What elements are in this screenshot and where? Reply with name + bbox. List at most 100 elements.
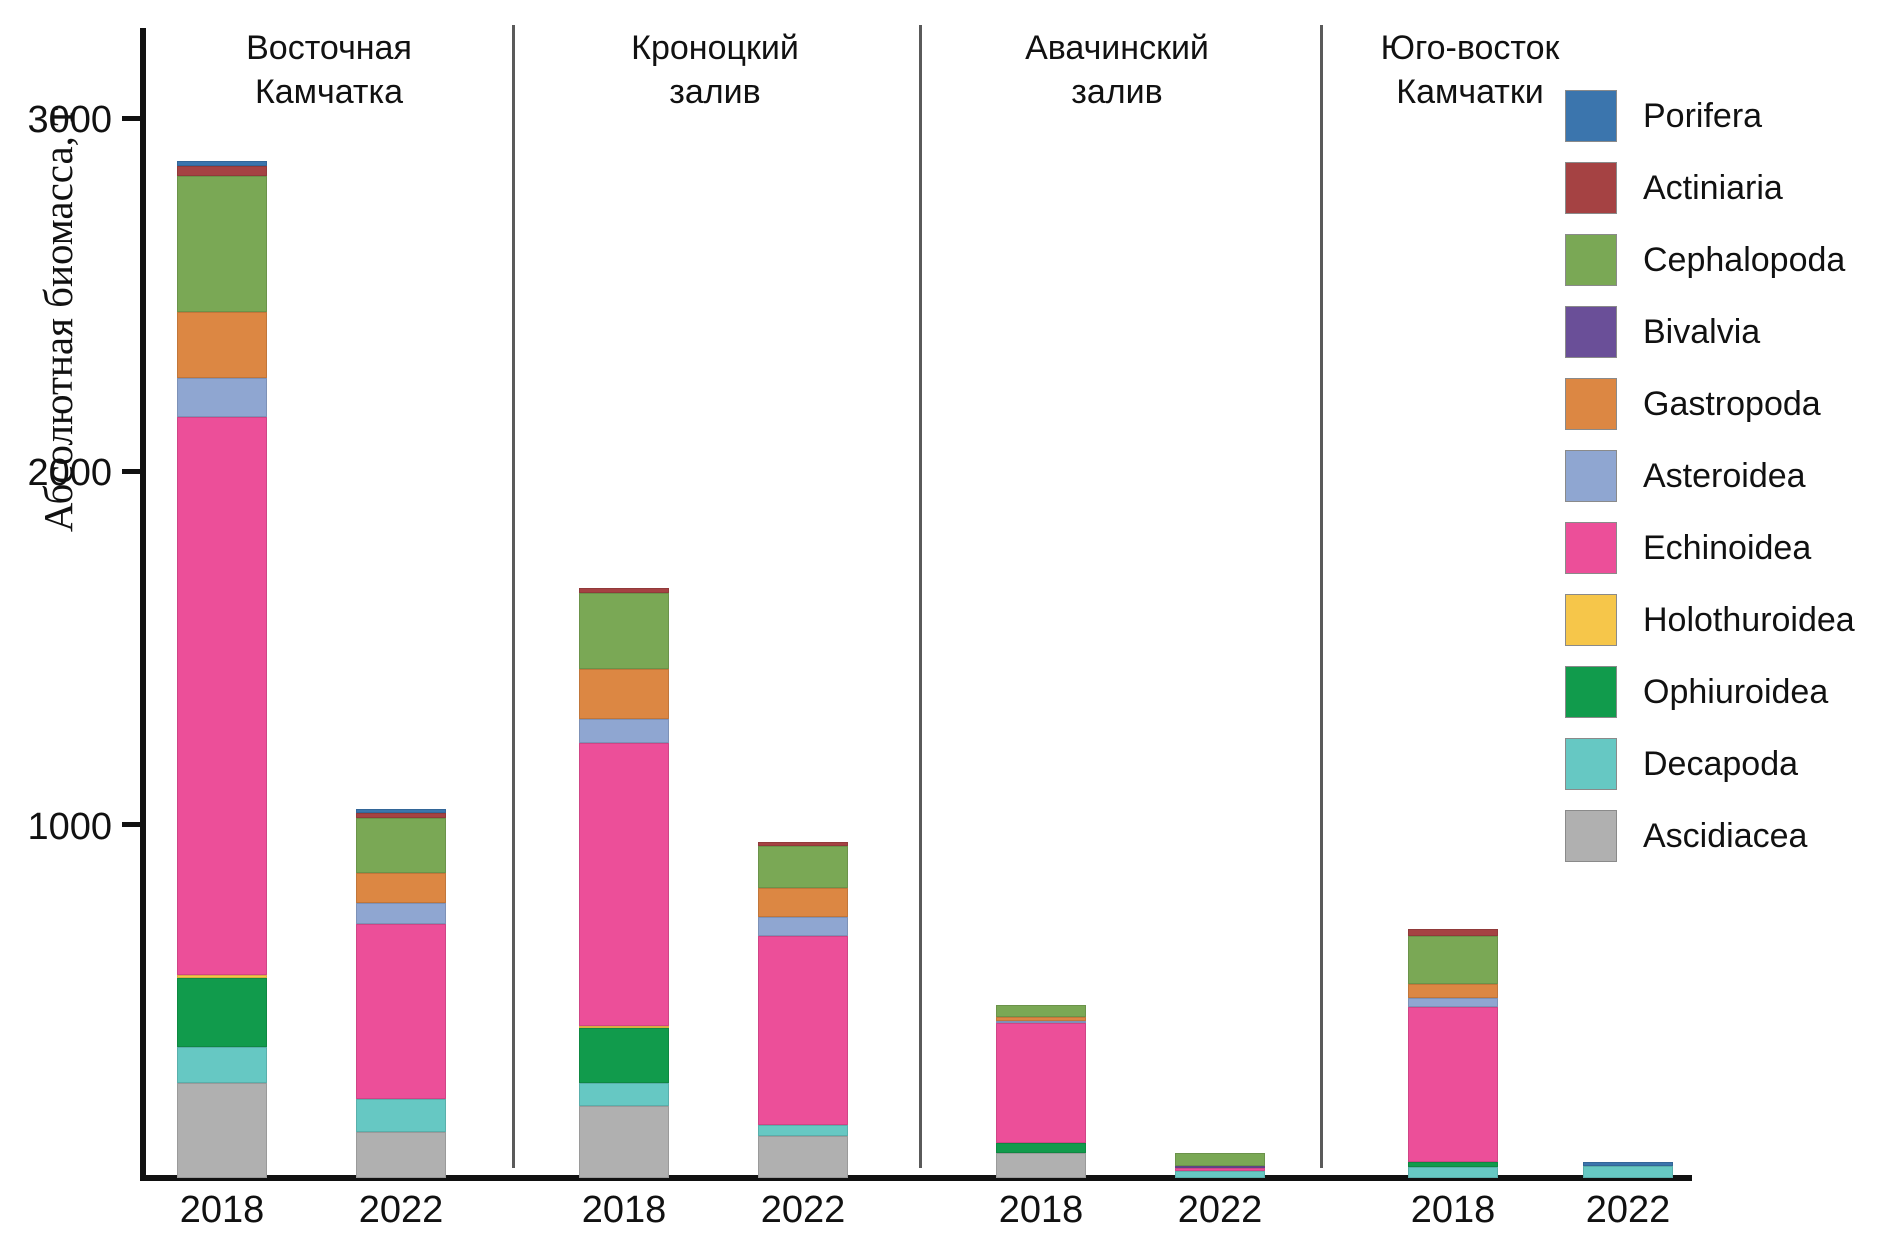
bar-segment-actiniaria <box>177 165 267 177</box>
legend-item-cephalopoda: Cephalopoda <box>1565 234 1845 286</box>
legend-swatch-echinoidea <box>1565 522 1617 574</box>
bar-segment-actiniaria <box>579 588 669 594</box>
legend-label: Actiniaria <box>1643 168 1783 207</box>
bar-segment-gastropoda <box>579 669 669 719</box>
bar-segment-cephalopoda <box>579 593 669 670</box>
bar-segment-gastropoda <box>758 888 848 917</box>
bar-segment-ascidiacea <box>996 1153 1086 1178</box>
legend-swatch-gastropoda <box>1565 378 1617 430</box>
bar-segment-echinoidea <box>758 936 848 1126</box>
bar-segment-gastropoda <box>996 1017 1086 1021</box>
bar-segment-ascidiacea <box>177 1082 267 1178</box>
bar-segment-asteroidea <box>758 916 848 937</box>
bar-segment-cephalopoda <box>1175 1153 1265 1166</box>
legend-swatch-ophiuroidea <box>1565 666 1617 718</box>
group-title: Юго-восток Камчатки <box>1380 29 1560 111</box>
y-tick-label: 3000 <box>27 99 112 142</box>
bar-segment-decapoda <box>579 1082 669 1106</box>
y-tick-mark <box>122 822 142 828</box>
bar-segment-gastropoda <box>177 312 267 378</box>
bar-segment-echinoidea <box>177 416 267 975</box>
bar-segment-actiniaria <box>758 842 848 846</box>
bar-segment-cephalopoda <box>1408 936 1498 984</box>
stacked-bar <box>177 160 267 1178</box>
legend-swatch-cephalopoda <box>1565 234 1617 286</box>
bar-segment-cephalopoda <box>177 176 267 313</box>
legend-label: Asteroidea <box>1643 456 1806 495</box>
legend-label: Gastropoda <box>1643 384 1821 423</box>
bar-segment-holothuroidea <box>177 974 267 979</box>
stacked-bar <box>996 1004 1086 1178</box>
legend-item-actiniaria: Actiniaria <box>1565 162 1783 214</box>
x-tick-label: 2018 <box>1410 1189 1496 1231</box>
y-tick-label: 1000 <box>27 805 112 848</box>
bar-segment-ophiuroidea <box>996 1142 1086 1154</box>
x-tick-label: 2018 <box>179 1189 265 1231</box>
legend-swatch-asteroidea <box>1565 450 1617 502</box>
legend-label: Porifera <box>1643 96 1763 135</box>
y-axis-line <box>140 28 146 1181</box>
stacked-bar <box>758 842 848 1178</box>
bar-segment-decapoda <box>1175 1170 1265 1178</box>
x-tick-label: 2022 <box>358 1189 444 1231</box>
bar-segment-decapoda <box>1408 1167 1498 1178</box>
bar-segment-asteroidea <box>1408 997 1498 1007</box>
x-axis-line <box>140 1175 1692 1181</box>
bar-segment-decapoda <box>356 1098 446 1133</box>
legend-label: Decapoda <box>1643 744 1799 783</box>
group-separator-line <box>1320 25 1323 1168</box>
legend-item-asteroidea: Asteroidea <box>1565 450 1806 502</box>
bar-segment-asteroidea <box>177 377 267 417</box>
legend-swatch-porifera <box>1565 90 1617 142</box>
bar-segment-asteroidea <box>996 1020 1086 1023</box>
stacked-bar <box>1583 1162 1673 1178</box>
bar-segment-gastropoda <box>1408 983 1498 998</box>
group-title: Кроноцкий залив <box>631 29 799 111</box>
group-title: Восточная Камчатка <box>246 29 412 111</box>
y-tick-mark <box>122 115 142 121</box>
legend-swatch-decapoda <box>1565 738 1617 790</box>
bar-segment-ascidiacea <box>356 1132 446 1178</box>
legend-item-gastropoda: Gastropoda <box>1565 378 1821 430</box>
bar-segment-ascidiacea <box>758 1135 848 1178</box>
legend-swatch-holothuroidea <box>1565 594 1617 646</box>
x-tick-label: 2022 <box>1585 1189 1671 1231</box>
bar-segment-echinoidea <box>356 923 446 1099</box>
stacked-bar <box>356 809 446 1178</box>
legend-item-ascidiacea: Ascidiacea <box>1565 810 1807 862</box>
legend-swatch-ascidiacea <box>1565 810 1617 862</box>
legend-label: Holothuroidea <box>1643 600 1855 639</box>
group-separator-line <box>512 25 515 1168</box>
bar-segment-asteroidea <box>579 718 669 744</box>
x-tick-label: 2018 <box>998 1189 1084 1231</box>
group-title: Авачинский залив <box>1025 29 1209 111</box>
bar-segment-holothuroidea <box>579 1026 669 1028</box>
legend-swatch-bivalvia <box>1565 306 1617 358</box>
bar-segment-ophiuroidea <box>579 1027 669 1083</box>
legend-item-porifera: Porifera <box>1565 90 1762 142</box>
bar-segment-decapoda <box>177 1047 267 1083</box>
x-tick-label: 2018 <box>581 1189 667 1231</box>
stacked-bar <box>1408 928 1498 1178</box>
y-tick-label: 2000 <box>27 452 112 495</box>
bar-segment-porifera <box>356 809 446 813</box>
bar-segment-ophiuroidea <box>177 978 267 1048</box>
bar-segment-echinoidea <box>996 1022 1086 1143</box>
bar-segment-echinoidea <box>1175 1168 1265 1171</box>
legend-item-decapoda: Decapoda <box>1565 738 1798 790</box>
legend-label: Echinoidea <box>1643 528 1812 567</box>
legend-item-holothuroidea: Holothuroidea <box>1565 594 1855 646</box>
y-tick-mark <box>122 468 142 474</box>
bar-segment-gastropoda <box>356 872 446 903</box>
legend-swatch-actiniaria <box>1565 162 1617 214</box>
bar-segment-asteroidea <box>356 902 446 924</box>
legend-label: Ophiuroidea <box>1643 672 1829 711</box>
legend-item-echinoidea: Echinoidea <box>1565 522 1811 574</box>
stacked-bar <box>579 588 669 1178</box>
legend-item-bivalvia: Bivalvia <box>1565 306 1760 358</box>
bar-segment-bivalvia <box>1175 1165 1265 1169</box>
bar-segment-porifera <box>177 160 267 166</box>
bar-segment-echinoidea <box>579 743 669 1027</box>
bar-segment-decapoda <box>758 1125 848 1136</box>
